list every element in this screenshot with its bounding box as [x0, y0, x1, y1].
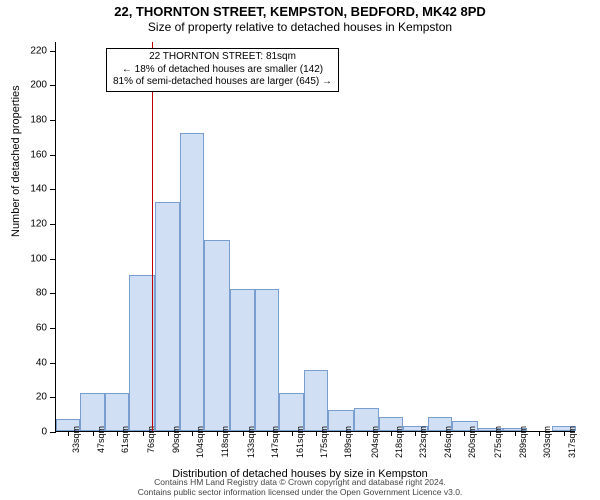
y-tick-label: 80	[36, 288, 47, 299]
x-tick-label: 246sqm	[443, 426, 453, 458]
annotation-line: 81% of semi-detached houses are larger (…	[113, 76, 332, 89]
x-tick	[515, 431, 516, 436]
x-tick-label: 232sqm	[418, 426, 428, 458]
y-tick	[50, 397, 56, 398]
y-tick-label: 40	[36, 357, 47, 368]
y-tick	[50, 363, 56, 364]
x-tick	[340, 431, 341, 436]
x-tick-label: 204sqm	[370, 426, 380, 458]
annotation-line: 22 THORNTON STREET: 81sqm	[113, 51, 332, 64]
footer: Contains HM Land Registry data © Crown c…	[0, 478, 600, 498]
y-tick	[50, 189, 56, 190]
x-tick-label: 47sqm	[96, 426, 106, 453]
x-tick-label: 175sqm	[319, 426, 329, 458]
x-tick	[367, 431, 368, 436]
y-tick	[50, 120, 56, 121]
footer-line-2: Contains public sector information licen…	[0, 488, 600, 498]
histogram-bar	[204, 240, 230, 431]
x-tick	[93, 431, 94, 436]
y-tick	[50, 328, 56, 329]
x-tick-label: 147sqm	[270, 426, 280, 458]
x-tick-label: 317sqm	[567, 426, 577, 458]
x-tick	[316, 431, 317, 436]
x-tick-label: 289sqm	[518, 426, 528, 458]
y-tick-label: 160	[30, 149, 47, 160]
x-tick-label: 161sqm	[295, 426, 305, 458]
y-tick-label: 220	[30, 45, 47, 56]
plot-region: 02040608010012014016018020022033sqm47sqm…	[55, 42, 575, 432]
x-tick-label: 133sqm	[246, 426, 256, 458]
y-tick-label: 140	[30, 184, 47, 195]
x-tick	[168, 431, 169, 436]
y-tick	[50, 293, 56, 294]
x-tick	[243, 431, 244, 436]
x-tick	[267, 431, 268, 436]
histogram-bar	[255, 289, 279, 431]
x-tick-label: 118sqm	[220, 426, 230, 457]
x-tick	[292, 431, 293, 436]
histogram-bar	[230, 289, 254, 431]
x-tick	[68, 431, 69, 436]
x-tick-label: 275sqm	[493, 426, 503, 458]
title-main: 22, THORNTON STREET, KEMPSTON, BEDFORD, …	[0, 4, 600, 19]
y-tick	[50, 85, 56, 86]
title-sub: Size of property relative to detached ho…	[0, 20, 600, 34]
x-tick-label: 303sqm	[542, 426, 552, 458]
y-tick-label: 180	[30, 115, 47, 126]
y-tick	[50, 432, 56, 433]
x-tick	[539, 431, 540, 436]
x-tick-label: 61sqm	[120, 426, 130, 453]
x-tick	[415, 431, 416, 436]
x-tick-label: 260sqm	[467, 426, 477, 458]
x-tick	[117, 431, 118, 436]
y-tick-label: 0	[41, 427, 47, 438]
x-tick	[464, 431, 465, 436]
y-tick	[50, 51, 56, 52]
reference-line	[152, 42, 153, 431]
x-tick	[391, 431, 392, 436]
x-tick-label: 90sqm	[171, 426, 181, 453]
x-tick-label: 218sqm	[394, 426, 404, 458]
chart-area: 02040608010012014016018020022033sqm47sqm…	[55, 42, 575, 432]
y-tick	[50, 259, 56, 260]
y-tick	[50, 155, 56, 156]
x-tick	[192, 431, 193, 436]
histogram-bar	[180, 133, 204, 431]
x-tick	[440, 431, 441, 436]
x-tick	[490, 431, 491, 436]
chart-titles: 22, THORNTON STREET, KEMPSTON, BEDFORD, …	[0, 0, 600, 34]
histogram-bar	[304, 370, 328, 431]
y-tick-label: 60	[36, 323, 47, 334]
annotation-line: ← 18% of detached houses are smaller (14…	[113, 64, 332, 77]
y-tick-label: 120	[30, 219, 47, 230]
y-tick-label: 100	[30, 253, 47, 264]
y-tick-label: 20	[36, 392, 47, 403]
x-tick	[217, 431, 218, 436]
x-tick-label: 33sqm	[71, 426, 81, 453]
y-tick-label: 200	[30, 80, 47, 91]
x-tick	[143, 431, 144, 436]
y-tick	[50, 224, 56, 225]
y-axis-label: Number of detached properties	[10, 85, 22, 237]
x-tick	[564, 431, 565, 436]
x-tick-label: 189sqm	[343, 426, 353, 458]
histogram-bar	[155, 202, 179, 431]
annotation-box: 22 THORNTON STREET: 81sqm← 18% of detach…	[106, 48, 339, 92]
x-tick-label: 104sqm	[195, 426, 205, 458]
